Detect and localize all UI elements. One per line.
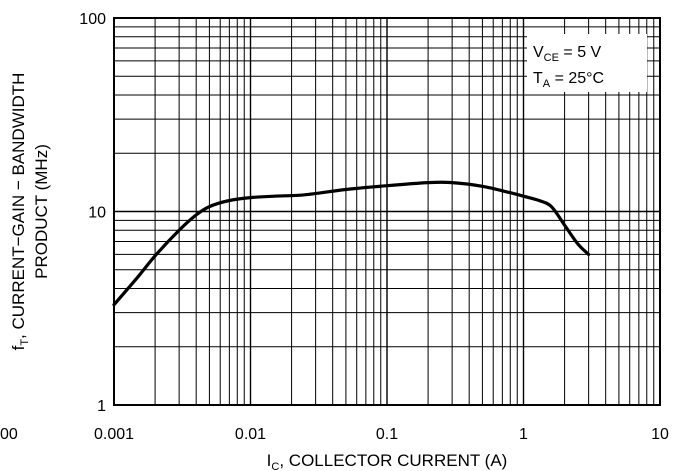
x-tick-label: 1 — [519, 426, 528, 443]
y-axis-label-line1: fT, CURRENT−GAIN − BANDWIDTH — [9, 73, 31, 351]
y-axis-label-line2: PRODUCT (MHz) — [32, 144, 51, 279]
annotation-ta: TA = 25°C — [533, 70, 604, 90]
y-tick-label: 1 — [97, 398, 106, 415]
x-tick-label: 0.1 — [376, 426, 398, 443]
x-tick-label-cut: 00 — [0, 426, 18, 443]
tick-labels: 0.001 0.01 0.1 1 10 00 1 10 100 — [0, 11, 669, 443]
x-tick-label: 0.01 — [235, 426, 266, 443]
x-axis-label: IC, COLLECTOR CURRENT (A) — [267, 451, 508, 471]
annotation-box — [527, 34, 647, 92]
plot-frame — [113, 17, 661, 406]
x-tick-label: 10 — [651, 426, 669, 443]
annotation-vce: VCE = 5 V — [533, 44, 602, 64]
y-tick-label: 10 — [88, 205, 106, 222]
x-tick-label: 0.001 — [94, 426, 134, 443]
y-tick-label: 100 — [79, 11, 106, 28]
ft-curve — [112, 180, 591, 307]
grid — [113, 18, 660, 406]
